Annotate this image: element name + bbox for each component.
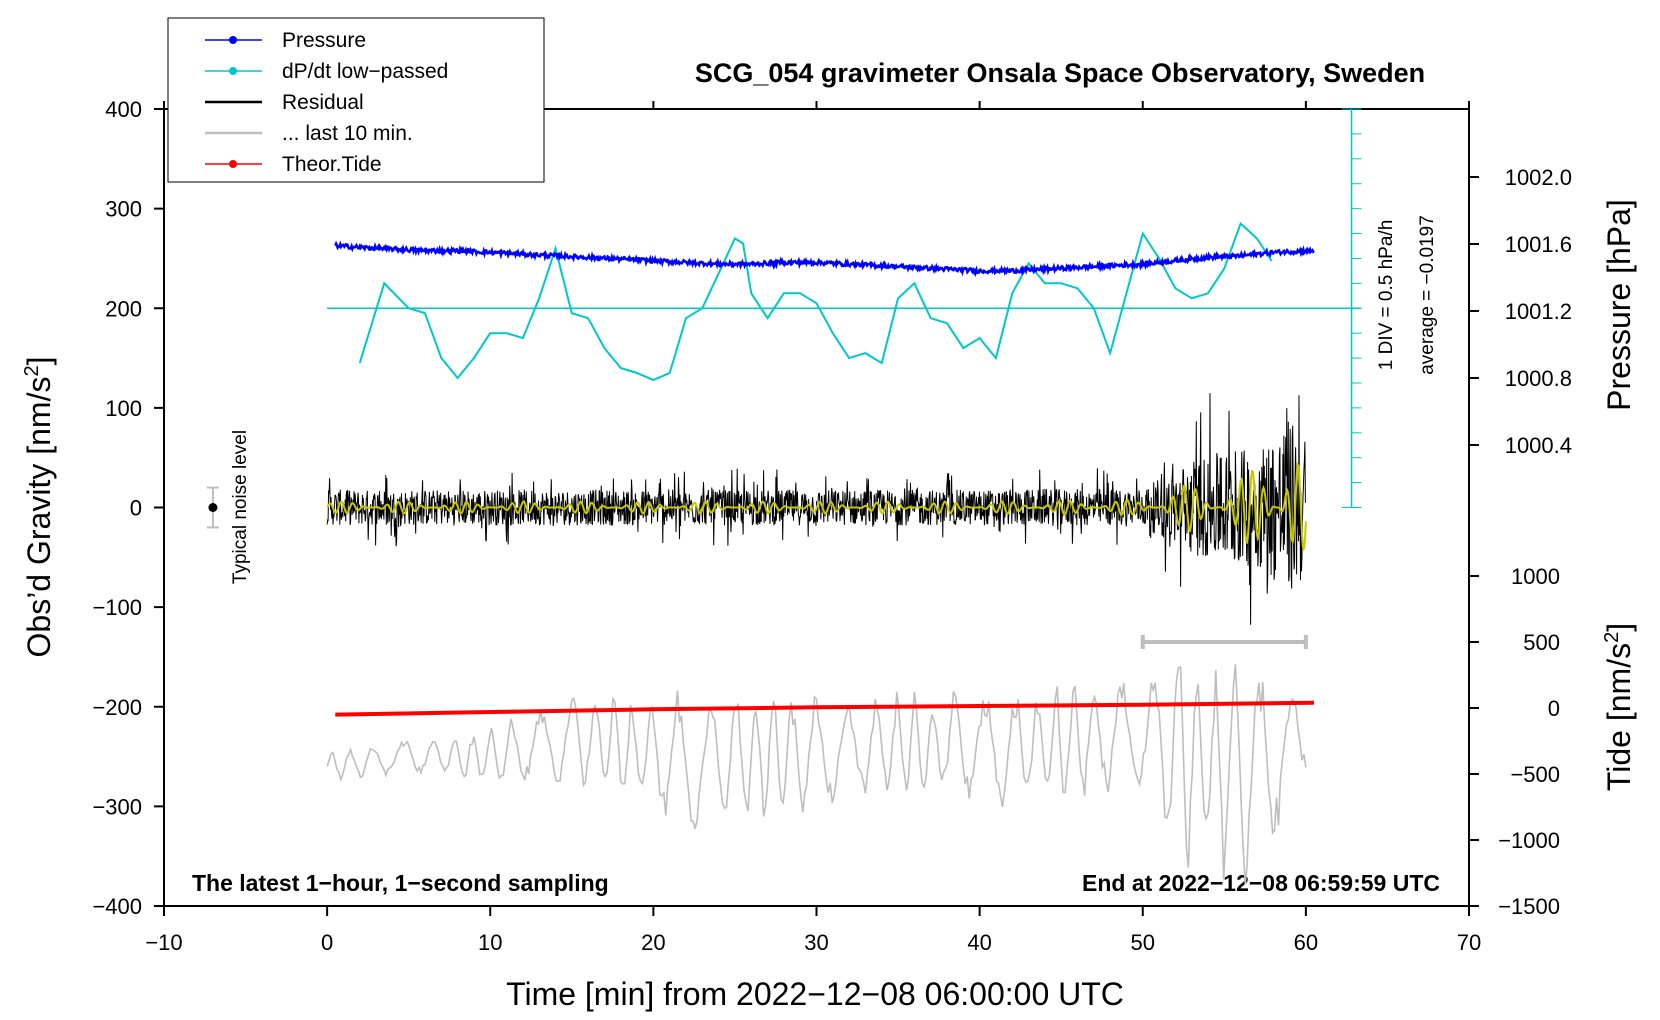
legend-items: Pressure dP/dt low−passed Residual ... last…	[205, 29, 448, 176]
legend-label: Theor.Tide	[282, 153, 382, 176]
y-tick-label: −300	[92, 794, 142, 819]
pressure-tick-label: 1001.2	[1505, 299, 1572, 324]
legend-swatch-marker	[229, 160, 237, 168]
tide-axis-label: Tide [nm/s2]	[1601, 623, 1637, 791]
y-tick-label: 400	[105, 97, 142, 122]
pressure-tick-label: 1002.0	[1505, 165, 1572, 190]
pressure-tick-label: 1000.4	[1505, 433, 1572, 458]
pressure-tick-label: 1001.6	[1505, 232, 1572, 257]
y-tick-label: −100	[92, 595, 142, 620]
left-note: The latest 1−hour, 1−second sampling	[192, 870, 609, 896]
last-10min-series	[326, 664, 1307, 885]
tide-tick-label: 1000	[1511, 564, 1560, 589]
right-note: End at 2022−12−08 06:59:59 UTC	[1082, 870, 1440, 896]
y-tick-label: −200	[92, 695, 142, 720]
y-tick-label: 300	[105, 197, 142, 222]
dpdt-average-label: average = −0.0197	[1417, 215, 1438, 375]
ticks-layer: −10 0 10 20 30 40 50 60 70−400−300−200−100010020…	[92, 97, 1572, 955]
series-layer	[326, 221, 1315, 885]
y-tick-label: 200	[105, 296, 142, 321]
tide-axis-label-base: Tide [nm/s	[1601, 643, 1637, 791]
legend-box	[167, 17, 545, 183]
y-axis-label: Obs’d Gravity [nm/s2]	[21, 357, 57, 658]
tide-tick-label: −1500	[1498, 894, 1560, 919]
x-tick-label: 70	[1457, 930, 1481, 955]
legend-swatch-marker	[229, 67, 237, 75]
dpdt-div-label: 1 DIV = 0.5 hPa/h	[1376, 220, 1397, 371]
tide-axis-label-sup: 2	[1601, 632, 1623, 643]
noise-point	[208, 503, 218, 512]
chart-title: SCG_054 gravimeter Onsala Space Observat…	[695, 58, 1425, 88]
x-tick-label: 30	[804, 930, 828, 955]
y-axis-label-end: ]	[21, 357, 57, 366]
legend: Pressure dP/dt low−passed Residual ... last…	[167, 17, 545, 183]
pressure-axis-label: Pressure [hPa]	[1601, 199, 1637, 411]
y-tick-label: 0	[130, 496, 142, 521]
dpdt-series	[358, 221, 1273, 382]
x-tick-label: 20	[641, 930, 665, 955]
overlay-layer	[206, 108, 1362, 649]
y-tick-label: −400	[92, 894, 142, 919]
legend-swatch-marker	[229, 36, 237, 44]
tide-axis-label-end: ]	[1601, 623, 1637, 632]
x-tick-label: 0	[321, 930, 333, 955]
tide-tick-label: 500	[1523, 630, 1560, 655]
x-tick-label: 50	[1131, 930, 1155, 955]
tide-tick-label: −500	[1510, 762, 1560, 787]
x-tick-label: 40	[967, 930, 991, 955]
noise-level-label: Typical noise level	[230, 430, 251, 584]
x-axis-label: Time [min] from 2022−12−08 06:00:00 UTC	[506, 976, 1124, 1012]
legend-label: Residual	[282, 91, 364, 114]
tide-tick-label: 0	[1548, 696, 1560, 721]
pressure-series	[334, 240, 1315, 278]
tide-tick-label: −1000	[1498, 828, 1560, 853]
legend-label: dP/dt low−passed	[282, 60, 448, 83]
y-tick-label: 100	[105, 396, 142, 421]
residual-lowpass-series	[326, 461, 1307, 551]
pressure-tick-label: 1000.8	[1505, 366, 1572, 391]
legend-label: ... last 10 min.	[282, 122, 413, 145]
x-tick-label: 60	[1294, 930, 1318, 955]
x-tick-label: −10	[145, 930, 182, 955]
y-axis-label-sup: 2	[21, 365, 43, 376]
tide-series	[335, 700, 1315, 717]
legend-label: Pressure	[282, 29, 366, 52]
y-axis-label-base: Obs’d Gravity [nm/s	[21, 377, 57, 658]
x-tick-label: 10	[478, 930, 502, 955]
